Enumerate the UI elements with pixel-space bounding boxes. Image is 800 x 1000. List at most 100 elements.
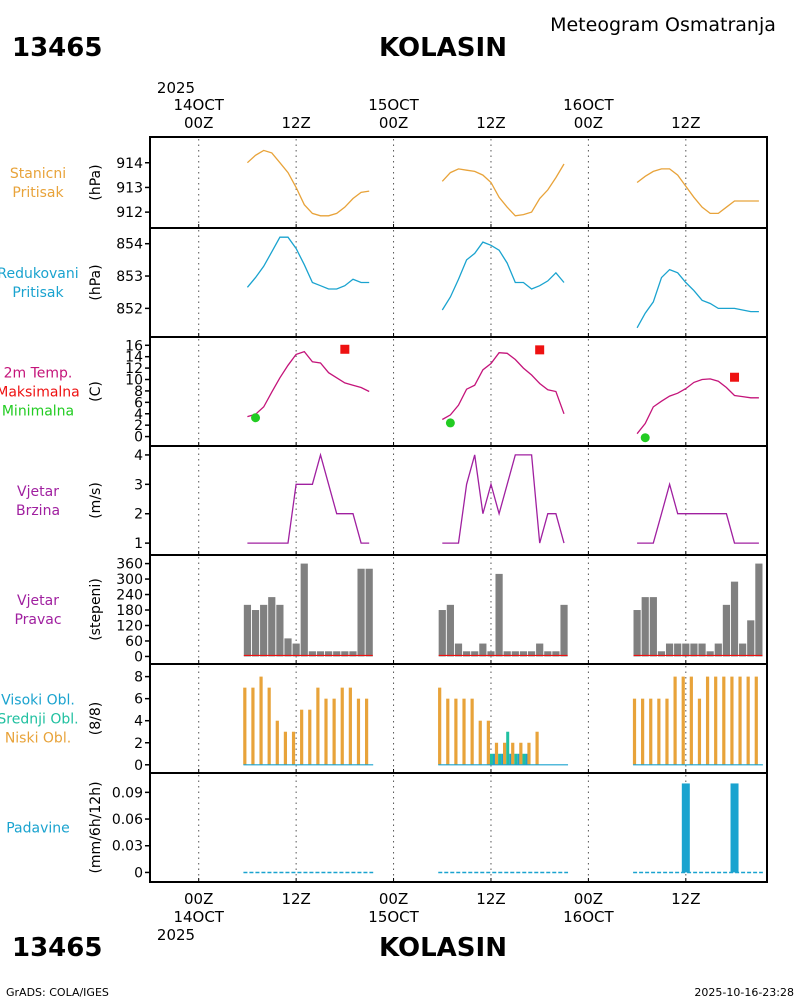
cloud-low-bar [649, 698, 653, 765]
cloud-low-bar [470, 698, 474, 765]
series-line [441, 163, 565, 217]
day-label-bottom: 16OCT [563, 908, 614, 926]
y-tick-label: 4 [134, 714, 143, 730]
cloud-high-bar [492, 753, 496, 765]
wind-dir-bar [682, 643, 690, 657]
y-tick-label: 16 [125, 338, 143, 354]
tmax-marker [340, 344, 350, 354]
y-tick-label: 2 [134, 418, 143, 434]
y-tick-label: 1 [134, 536, 143, 552]
y-tick-label: 10 [125, 373, 143, 389]
y-tick-label: 8 [134, 384, 143, 400]
y-tick-label: 0 [134, 649, 143, 665]
y-tick-label: 120 [116, 618, 143, 634]
y-tick-label: 6 [134, 395, 143, 411]
panel-label-line: Redukovani [0, 266, 79, 282]
panels: 912 913 914 (hPa) Stanicni Pritisak 852 853 854 (… [0, 136, 768, 883]
wind-dir-bar [536, 643, 544, 657]
wind-dir-bar [649, 597, 657, 657]
panel-frame [149, 772, 768, 883]
series-line [246, 149, 370, 217]
wind-dir-bar [357, 568, 365, 657]
wind-dir-bar [365, 568, 373, 657]
wind-dir-bar [487, 651, 495, 657]
y-tick-label: 4 [134, 448, 143, 464]
y-tick-label: 2 [134, 507, 143, 523]
series-line [442, 454, 565, 544]
panel-label-line: 2m Temp. [4, 366, 73, 382]
panel-label-line: Niski Obl. [5, 731, 71, 747]
cloud-low-bar [714, 676, 718, 765]
wind-dir-bar [739, 643, 747, 657]
time-tick-label-bottom: 12Z [281, 890, 310, 908]
time-tick-label-top: 12Z [476, 114, 505, 132]
cloud-low-bar [527, 742, 531, 765]
panel-label-line: Stanicni [10, 166, 66, 182]
cloud-low-bar [316, 687, 320, 765]
cloud-low-bar [462, 698, 466, 765]
wind-dir-bar [544, 651, 552, 657]
panel-clouds: 0 2 4 6 8 (8/8) Visoki Obl. Srednji Obl. Niski O… [0, 663, 768, 774]
wind-dir-bar [446, 604, 454, 657]
day-label-top: 16OCT [563, 96, 614, 114]
wind-dir-bar [747, 620, 755, 657]
panel-label-line: Vjetar [17, 484, 59, 500]
wind-dir-bar [463, 651, 471, 657]
cloud-high-bar [501, 753, 504, 765]
series-line [246, 236, 370, 290]
series-line [441, 352, 565, 421]
wind-dir-bar [243, 604, 252, 657]
cloud-low-bar [494, 742, 499, 765]
bottom-time-axis: 00Z 12Z 00Z 12Z 00Z 12Z 14OCT 15OCT 16OCT [173, 890, 700, 926]
wind-dir-bar [479, 643, 487, 657]
cloud-low-bar [300, 709, 304, 765]
credit-label: GrADS: COLA/IGES [6, 986, 109, 999]
cloud-high-bar [517, 753, 520, 765]
time-tick-label-top: 00Z [574, 114, 603, 132]
y-tick-label: 4 [134, 407, 143, 423]
y-tick-label: 360 [116, 557, 143, 573]
y-tick-label: 914 [116, 156, 143, 172]
cloud-low-bar [738, 676, 742, 765]
y-tick-label: 912 [116, 205, 143, 221]
cloud-low-bar [681, 676, 685, 765]
wind-dir-bar [641, 597, 649, 657]
wind-dir-bar [325, 651, 333, 657]
wind-dir-bar [251, 610, 260, 657]
cloud-low-bar [454, 698, 458, 765]
cloud-low-bar [511, 742, 515, 765]
y-tick-label: 14 [125, 350, 143, 366]
wind-dir-bar [438, 610, 446, 657]
wind-dir-bar [722, 604, 731, 657]
panel-label-line: Padavine [6, 821, 70, 837]
cloud-low-bar [324, 698, 328, 765]
time-tick-label-top: 00Z [379, 114, 408, 132]
cloud-low-bar [705, 676, 710, 765]
wind-dir-bar [714, 643, 722, 657]
cloud-low-bar [275, 720, 279, 765]
y-tick-label: 913 [116, 180, 143, 196]
cloud-high-bar [509, 753, 512, 765]
cloud-mid-bar [498, 753, 502, 765]
time-tick-label-bottom: 00Z [184, 890, 213, 908]
series-line [636, 168, 759, 215]
panel-label-line: Vjetar [17, 593, 59, 609]
time-tick-label-bottom: 12Z [476, 890, 505, 908]
cloud-low-bar [519, 742, 523, 765]
cloud-low-bar [722, 676, 726, 765]
cloud-low-bar [486, 720, 490, 765]
y-tick-label: 0.09 [112, 785, 143, 801]
cloud-low-bar [632, 698, 637, 765]
time-tick-label-bottom: 12Z [671, 890, 700, 908]
y-tick-label: 300 [116, 572, 143, 588]
cloud-low-bar [754, 676, 758, 765]
y-axis-label: (stepeni) [88, 578, 104, 641]
y-tick-label: 852 [116, 301, 143, 317]
wind-dir-bar [284, 638, 292, 657]
wind-dir-bar [300, 563, 308, 657]
wind-dir-bar [730, 581, 739, 657]
series-line [441, 241, 565, 311]
meteogram-subtitle: Meteogram Osmatranja [550, 14, 776, 36]
